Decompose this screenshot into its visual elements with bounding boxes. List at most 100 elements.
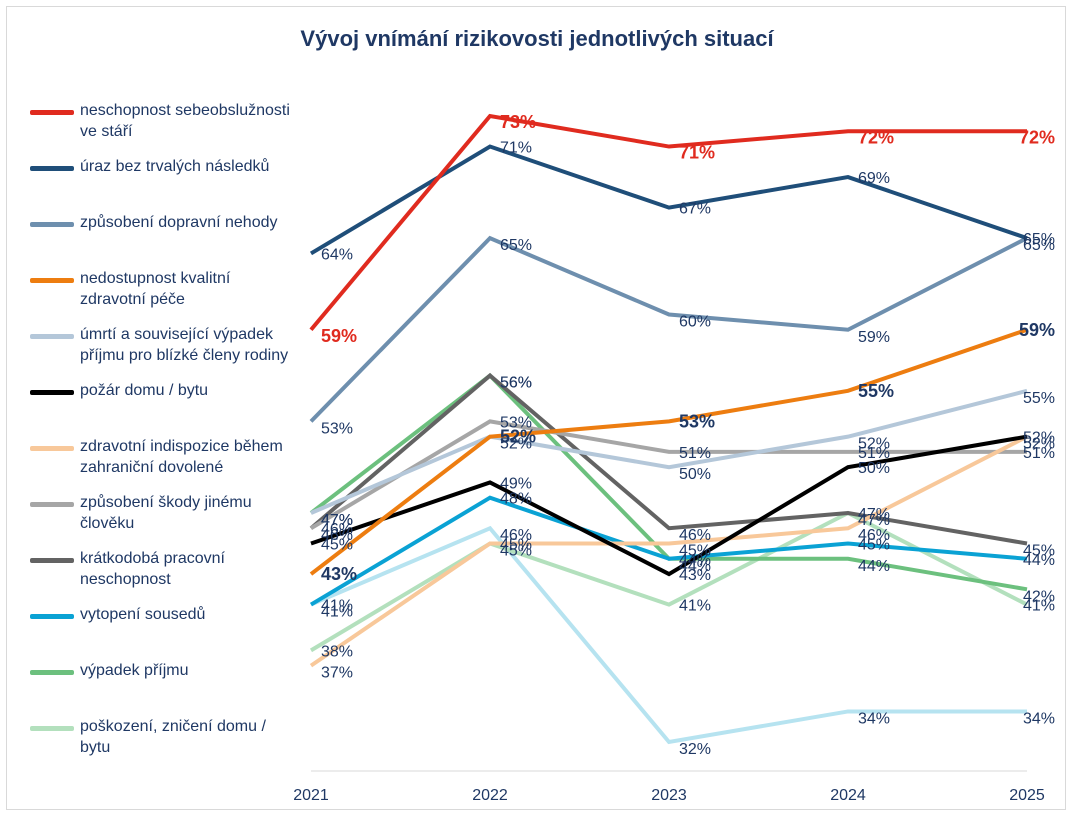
data-label: 53% [679, 411, 715, 431]
x-tick-label: 2021 [293, 787, 329, 804]
data-label: 44% [679, 558, 711, 575]
data-label: 43% [679, 567, 711, 584]
legend-swatch [30, 166, 74, 171]
data-label: 65% [500, 237, 532, 254]
x-tick-label: 2022 [472, 787, 508, 804]
data-label: 53% [321, 420, 353, 437]
data-label: 46% [321, 527, 353, 544]
data-label: 47% [858, 506, 890, 523]
data-label: 45% [500, 537, 532, 554]
legend-label: nedostupnost kvalitní zdravotní péče [80, 270, 231, 308]
series-line [309, 235, 1028, 423]
series-line [310, 434, 1028, 577]
data-label: 55% [1023, 390, 1055, 407]
legend-label: neschopnost sebeobslužnosti ve stáří [80, 102, 290, 140]
data-label: 55% [858, 381, 894, 401]
data-label: 46% [679, 527, 711, 544]
data-label: 73% [500, 112, 536, 132]
legend-label: způsobení dopravní nehody [80, 214, 278, 231]
data-label: 67% [679, 201, 711, 218]
data-label: 37% [321, 665, 353, 682]
series-line [310, 525, 1027, 745]
data-label: 46% [321, 521, 353, 538]
data-label: 45% [500, 543, 532, 560]
data-label: 51% [858, 445, 890, 462]
data-label: 52% [500, 436, 532, 453]
data-label: 72% [858, 127, 894, 147]
legend-label: úraz bez trvalých následků [80, 158, 270, 175]
data-label: 71% [500, 140, 532, 157]
data-label: 65% [1023, 237, 1055, 254]
legend-swatch [30, 670, 74, 675]
data-label: 65% [1023, 231, 1055, 248]
data-label: 52% [858, 436, 890, 453]
data-label: 48% [500, 491, 532, 508]
data-label: 32% [679, 741, 711, 758]
series-line [309, 113, 1027, 332]
data-label: 59% [1019, 320, 1055, 340]
data-label: 38% [321, 643, 353, 660]
data-label: 45% [679, 543, 711, 560]
legend-label: krátkodobá pracovní neschopnost [80, 550, 225, 588]
data-label: 41% [1023, 598, 1055, 615]
series-line [309, 434, 1028, 668]
data-label: 71% [679, 143, 715, 163]
data-label: 56% [500, 375, 532, 392]
data-label: 41% [321, 598, 353, 615]
series-line [309, 372, 1028, 546]
legend-label: vytopení sousedů [80, 606, 206, 623]
data-label: 41% [321, 604, 353, 621]
legend-label: zdravotní indispozice během zahraniční d… [80, 438, 283, 476]
data-label: 45% [321, 537, 353, 554]
series-line [309, 327, 1028, 576]
data-label: 46% [500, 527, 532, 544]
data-label: 50% [858, 460, 890, 477]
legend-label: výpadek příjmu [80, 662, 189, 679]
data-label: 44% [1023, 552, 1055, 569]
data-label: 52% [1023, 436, 1055, 453]
x-tick-label: 2025 [1009, 787, 1045, 804]
legend-label: poškození, zničení domu / bytu [80, 718, 266, 756]
series-line [309, 510, 1028, 653]
x-tick-label: 2024 [830, 787, 866, 804]
data-label: 45% [1023, 543, 1055, 560]
data-label: 45% [858, 537, 890, 554]
data-label: 64% [321, 246, 353, 263]
data-label: 42% [1023, 588, 1055, 605]
legend-swatch [30, 446, 74, 451]
data-label: 43% [321, 564, 357, 584]
data-label: 56% [500, 375, 532, 392]
data-label: 50% [679, 466, 711, 483]
x-tick-label: 2023 [651, 787, 687, 804]
legend-swatch [30, 726, 74, 731]
data-label: 44% [858, 558, 890, 575]
data-label: 47% [858, 512, 890, 529]
legend-swatch [30, 558, 74, 563]
chart-frame [6, 6, 1066, 810]
data-label: 52% [1023, 430, 1055, 447]
data-label: 59% [321, 326, 357, 346]
data-label: 69% [858, 170, 890, 187]
data-label: 34% [858, 710, 890, 727]
data-label: 51% [1023, 445, 1055, 462]
chart-title: Vývoj vnímání rizikovosti jednotlivých s… [300, 26, 774, 51]
legend-swatch [30, 222, 74, 227]
data-label: 47% [321, 512, 353, 529]
data-label: 53% [500, 414, 532, 431]
data-label: 49% [500, 475, 532, 492]
data-label: 47% [321, 512, 353, 529]
data-label: 60% [679, 313, 711, 330]
legend-swatch [30, 390, 74, 395]
series-line [309, 144, 1028, 256]
data-label: 34% [1023, 710, 1055, 727]
data-label: 72% [1019, 127, 1055, 147]
data-label: 51% [679, 445, 711, 462]
legend-swatch [30, 334, 74, 339]
legend-label: způsobení škody jinému člověku [80, 494, 252, 532]
series-line [310, 388, 1028, 515]
data-label: 41% [679, 598, 711, 615]
legend-swatch [30, 502, 74, 507]
data-label: 52% [500, 427, 536, 447]
series-line [309, 495, 1028, 607]
